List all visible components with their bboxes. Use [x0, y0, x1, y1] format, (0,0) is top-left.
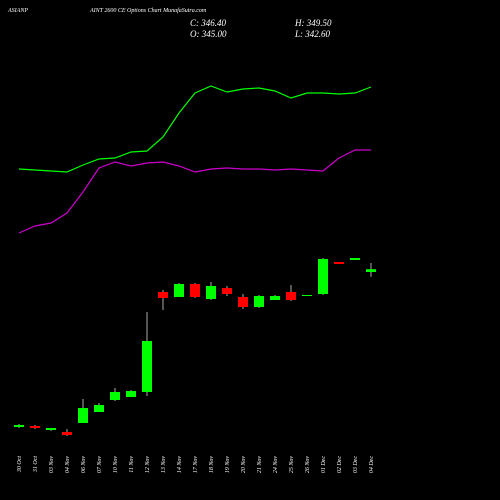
candle-body — [334, 262, 344, 264]
x-tick-label: 20 Nov — [241, 456, 247, 474]
candle-body — [190, 284, 200, 297]
ohlc-open: O: 345.00 — [190, 29, 227, 39]
x-tick-label: 07 Nov — [97, 456, 103, 474]
x-tick-label: 26 Nov — [305, 456, 311, 474]
ohlc-high: H: 349.50 — [294, 18, 332, 28]
candle-body — [350, 258, 360, 260]
candle-body — [126, 391, 136, 397]
x-tick-label: 04 Dec — [368, 456, 375, 473]
x-tick-label: 21 Nov — [257, 456, 263, 474]
candle-body — [142, 341, 152, 392]
candle-body — [14, 425, 24, 427]
candle-body — [302, 295, 312, 296]
x-tick-label: 17 Nov — [193, 456, 199, 474]
x-tick-label: 04 Nov — [64, 456, 71, 474]
x-tick-label: 13 Nov — [161, 456, 167, 474]
candle-body — [30, 426, 40, 428]
candle-body — [366, 269, 376, 272]
x-tick-label: 14 Nov — [176, 456, 183, 474]
x-tick-label: 25 Nov — [289, 456, 295, 474]
chart-title: ASIANP — [7, 8, 28, 14]
x-tick-label: 03 Nov — [49, 456, 55, 474]
ohlc-low: L: 342.60 — [294, 29, 331, 39]
candle-body — [46, 428, 56, 430]
candle-body — [174, 284, 184, 297]
candle-body — [286, 292, 296, 300]
candle-body — [206, 286, 216, 299]
ohlc-close: C: 346.40 — [190, 18, 227, 28]
candle-body — [270, 296, 280, 300]
candle-body — [78, 408, 88, 423]
indicator-line — [18, 149, 371, 234]
candle-body — [222, 288, 232, 294]
x-tick-label: 02 Dec — [337, 456, 343, 473]
candle-body — [318, 259, 328, 294]
chart-subtitle: AINT 2600 CE Options Chart MunafaSutra.c… — [89, 7, 207, 14]
x-tick-label: 06 Nov — [81, 456, 87, 474]
candle-body — [62, 432, 72, 435]
x-tick-label: 10 Nov — [113, 456, 119, 474]
candle-body — [254, 296, 264, 307]
x-tick-label: 19 Nov — [225, 456, 231, 474]
x-tick-label: 11 Nov — [129, 456, 135, 473]
x-tick-label: 24 Nov — [272, 456, 279, 474]
x-tick-label: 30 Oct — [17, 456, 23, 473]
candle-body — [158, 292, 168, 298]
candle-body — [110, 392, 120, 400]
candle-body — [238, 297, 248, 307]
x-tick-label: 03 Dec — [353, 456, 359, 473]
x-tick-label: 12 Nov — [145, 456, 151, 474]
x-tick-label: 31 Oct — [33, 456, 39, 473]
x-tick-label: 01 Dec — [321, 456, 327, 473]
indicator-line — [18, 85, 372, 173]
candle-body — [94, 405, 104, 412]
x-tick-label: 18 Nov — [209, 456, 215, 474]
